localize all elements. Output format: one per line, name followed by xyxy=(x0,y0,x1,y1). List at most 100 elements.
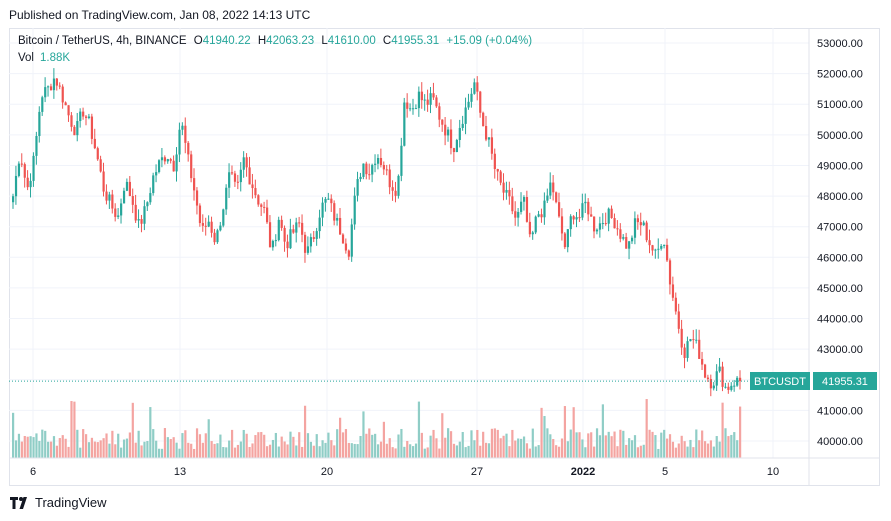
candle-body xyxy=(117,215,120,217)
candle-body xyxy=(268,222,272,248)
candle-body xyxy=(125,181,129,191)
candle-body xyxy=(289,229,292,249)
price-tick-label: 46000.00 xyxy=(817,252,863,264)
candle-body xyxy=(429,93,432,105)
candle-body xyxy=(537,214,540,217)
candle-body xyxy=(540,214,543,218)
candle-body xyxy=(38,111,41,137)
volume-bar xyxy=(152,429,155,458)
volume-bar xyxy=(423,448,426,458)
volume-value: 1.88K xyxy=(40,52,71,64)
volume-bar xyxy=(531,428,534,458)
volume-bar xyxy=(651,431,654,458)
candle-body xyxy=(336,217,339,221)
volume-bar xyxy=(540,407,543,458)
price-chart[interactable]: 53000.00 52000.00 51000.00 50000.00 49000.00… xyxy=(9,28,880,486)
candle-body xyxy=(61,86,64,103)
volume-bar xyxy=(525,443,529,458)
volume-bar xyxy=(47,441,50,458)
price-tick-label: 41000.00 xyxy=(817,405,863,417)
volume-bar xyxy=(701,430,704,458)
volume-bar xyxy=(131,402,134,458)
candle-body xyxy=(225,187,228,210)
volume-bar xyxy=(251,443,254,458)
high-key: H xyxy=(257,35,267,47)
volume-bar xyxy=(318,446,321,458)
volume-bar xyxy=(324,442,327,458)
candle-body xyxy=(204,225,207,227)
volume-bar xyxy=(61,435,64,458)
candle-body xyxy=(613,218,616,229)
volume-bar xyxy=(628,438,631,458)
candle-body xyxy=(724,386,727,388)
candle-body xyxy=(190,154,193,179)
candle-body xyxy=(67,105,70,116)
candle-body xyxy=(341,234,345,244)
candle-body xyxy=(58,85,61,87)
volume-bar xyxy=(625,444,628,458)
volume-bar xyxy=(595,428,599,458)
volume-bar xyxy=(593,446,596,458)
volume-bar xyxy=(607,431,610,458)
candle-body xyxy=(292,229,295,233)
candle-body xyxy=(330,198,333,204)
volume-bar xyxy=(178,448,181,458)
volume-bar xyxy=(242,429,245,458)
candle-body xyxy=(505,189,508,193)
volume-bar xyxy=(315,434,318,458)
volume-bar xyxy=(493,428,496,458)
volume-bar xyxy=(706,443,710,458)
volume-bar xyxy=(546,428,549,458)
volume-bar xyxy=(376,444,380,458)
candle-body xyxy=(120,203,123,216)
candle-body xyxy=(181,125,184,130)
candle-body xyxy=(435,97,438,107)
volume-bar xyxy=(213,443,216,458)
candle-body xyxy=(598,223,602,230)
candle-body xyxy=(20,163,23,165)
candle-body xyxy=(680,328,683,348)
candle-body xyxy=(35,136,38,156)
published-label: Published on TradingView.com, Jan 08, 20… xyxy=(9,8,311,22)
ticker-tag-bg xyxy=(750,372,810,390)
candle-body xyxy=(79,111,82,122)
candle-body xyxy=(29,180,32,188)
candle-body xyxy=(236,181,240,183)
candle-body xyxy=(514,211,517,218)
candle-body xyxy=(14,175,18,197)
time-tick-label: 5 xyxy=(662,466,668,478)
volume-bar xyxy=(292,436,295,458)
volume-bar xyxy=(458,441,461,458)
volume-bar xyxy=(17,433,21,458)
candle-body xyxy=(280,219,283,228)
volume-bar xyxy=(537,445,540,458)
volume-bar xyxy=(143,441,146,458)
symbol-label[interactable]: Bitcoin / TetherUS, 4h, BINANCE xyxy=(18,35,187,47)
candle-body xyxy=(374,163,377,165)
candle-body xyxy=(441,119,444,125)
candle-body xyxy=(195,190,199,206)
candle-body xyxy=(155,172,158,176)
volume-bar xyxy=(341,432,345,458)
volume-bar xyxy=(563,406,567,458)
volume-bar xyxy=(511,429,514,458)
volume-bar xyxy=(724,428,727,458)
candle-body xyxy=(233,173,237,182)
candle-body xyxy=(461,123,464,128)
volume-bar xyxy=(184,430,187,458)
volume-bar xyxy=(277,446,280,458)
volume-bar xyxy=(82,429,85,458)
time-tick-label: 10 xyxy=(767,466,779,478)
volume-bar xyxy=(709,440,713,458)
price-tick-label: 52000.00 xyxy=(817,69,863,81)
volume-bar xyxy=(52,436,56,458)
candle-body xyxy=(152,175,155,194)
volume-bar xyxy=(718,441,721,458)
volume-bar xyxy=(239,441,242,458)
footer[interactable]: TradingView xyxy=(10,495,107,510)
volume-bar xyxy=(58,438,61,458)
candle-body xyxy=(482,112,485,126)
volume-bar xyxy=(70,401,73,458)
volume-bar xyxy=(566,441,569,458)
candle-body xyxy=(356,179,359,196)
